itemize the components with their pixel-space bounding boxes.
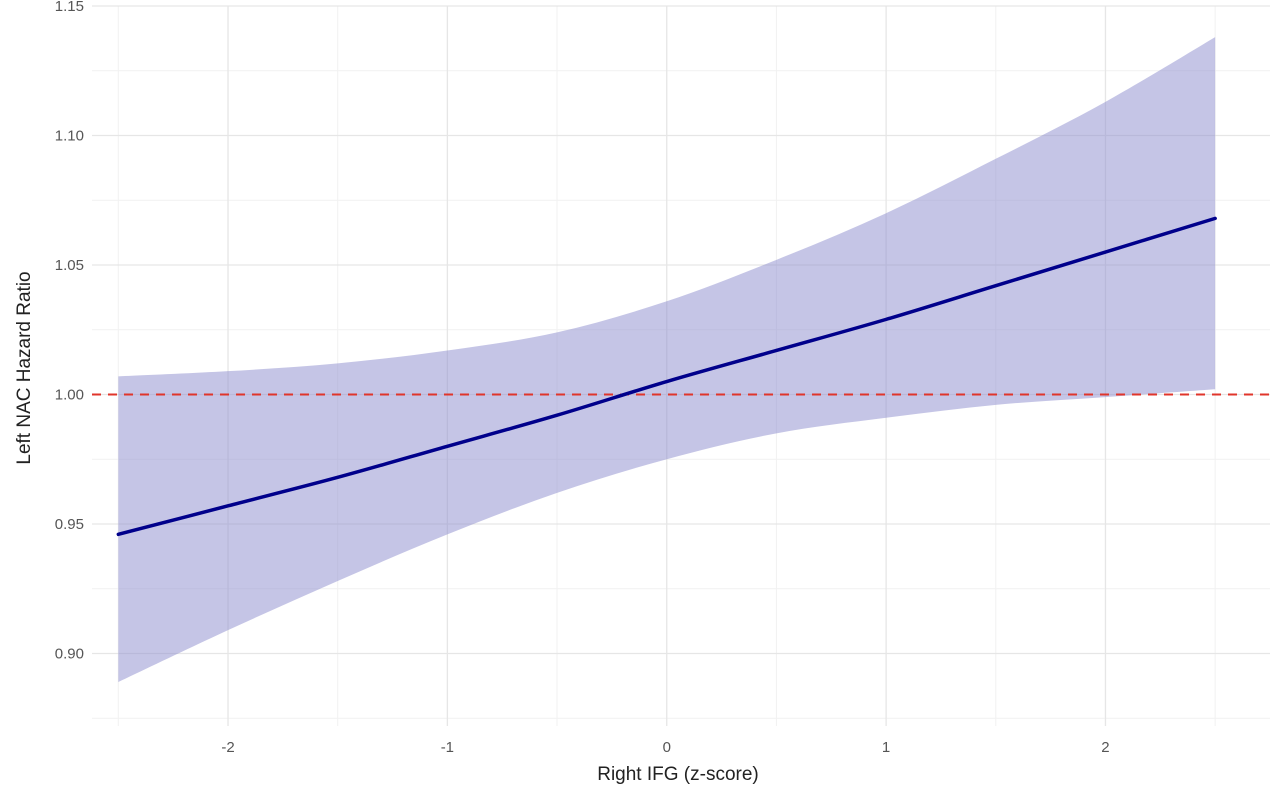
x-tick-label: -2 <box>221 739 234 756</box>
x-axis-title: Right IFG (z-score) <box>597 764 759 785</box>
y-tick-label: 1.15 <box>55 0 84 15</box>
fitted-line <box>116 216 1217 537</box>
x-tick-label: 1 <box>882 739 890 756</box>
x-tick-label: -1 <box>441 739 454 756</box>
confidence-band <box>118 37 1216 682</box>
y-tick-label: 1.05 <box>55 257 84 274</box>
y-axis-tick-labels: 0.90 0.95 1.00 1.05 1.10 1.15 <box>55 0 84 662</box>
y-tick-label: 0.90 <box>55 645 84 662</box>
y-tick-label: 1.10 <box>55 127 84 144</box>
y-axis-title: Left NAC Hazard Ratio <box>14 271 35 464</box>
y-tick-label: 1.00 <box>55 386 84 403</box>
y-tick-label: 0.95 <box>55 516 84 533</box>
x-tick-label: 0 <box>663 739 671 756</box>
x-axis-tick-labels: -2 -1 0 1 2 <box>221 739 1109 756</box>
x-tick-label: 2 <box>1101 739 1109 756</box>
